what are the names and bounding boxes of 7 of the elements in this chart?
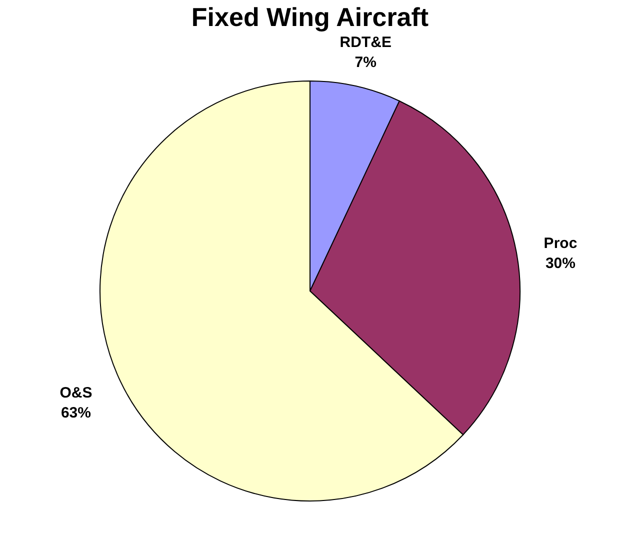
chart-title: Fixed Wing Aircraft: [191, 2, 429, 32]
data-label: 63%: [60, 404, 91, 422]
data-label: 30%: [545, 255, 576, 272]
slice-label: Proc: [544, 235, 578, 252]
slice-label: O&S: [60, 384, 92, 402]
data-label: 7%: [354, 54, 376, 72]
slice-label: RDT&E: [340, 34, 392, 52]
